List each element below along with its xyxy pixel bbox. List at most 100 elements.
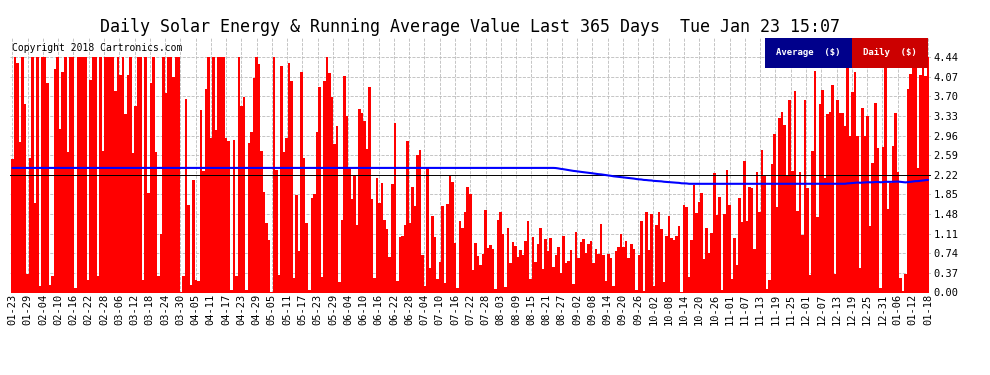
Bar bbox=[786, 176, 788, 292]
Bar bbox=[690, 240, 693, 292]
Bar bbox=[734, 238, 736, 292]
Bar bbox=[223, 57, 225, 292]
Bar bbox=[39, 286, 42, 292]
Bar bbox=[859, 268, 861, 292]
Bar bbox=[736, 265, 739, 292]
Bar bbox=[120, 75, 122, 292]
Bar bbox=[635, 290, 638, 292]
Bar bbox=[456, 288, 459, 292]
Bar bbox=[625, 241, 628, 292]
Bar bbox=[723, 214, 726, 292]
Bar bbox=[278, 276, 280, 292]
Bar bbox=[641, 221, 643, 292]
Bar bbox=[572, 285, 574, 292]
Bar bbox=[293, 278, 295, 292]
Bar bbox=[577, 258, 580, 292]
Bar bbox=[406, 141, 409, 292]
Bar bbox=[582, 239, 585, 292]
Bar bbox=[432, 216, 434, 292]
Bar bbox=[386, 229, 388, 292]
Bar bbox=[517, 257, 520, 292]
Bar bbox=[230, 290, 233, 292]
Bar bbox=[64, 57, 66, 292]
Bar bbox=[559, 273, 562, 292]
Bar bbox=[848, 136, 851, 292]
Bar bbox=[248, 142, 250, 292]
Bar bbox=[874, 103, 876, 292]
Bar bbox=[567, 261, 569, 292]
Bar bbox=[132, 153, 135, 292]
Bar bbox=[881, 147, 884, 292]
Bar bbox=[125, 114, 127, 292]
Bar bbox=[763, 176, 766, 292]
Bar bbox=[308, 290, 311, 292]
Bar bbox=[839, 113, 842, 292]
Bar bbox=[673, 240, 675, 292]
Bar bbox=[243, 97, 246, 292]
Bar bbox=[471, 270, 474, 292]
Bar bbox=[620, 234, 623, 292]
Bar bbox=[628, 258, 630, 292]
Bar bbox=[313, 195, 316, 292]
Bar bbox=[409, 223, 411, 292]
Bar bbox=[492, 249, 494, 292]
Bar bbox=[185, 99, 187, 292]
Bar bbox=[285, 138, 288, 292]
Bar bbox=[907, 89, 909, 292]
Bar bbox=[187, 206, 190, 292]
Bar bbox=[71, 57, 74, 292]
Bar bbox=[527, 221, 530, 292]
Bar bbox=[827, 114, 829, 292]
Bar bbox=[169, 57, 172, 292]
Bar bbox=[42, 57, 44, 292]
Bar bbox=[446, 204, 448, 292]
Bar bbox=[819, 104, 821, 292]
Bar bbox=[328, 73, 331, 292]
Bar bbox=[145, 57, 147, 292]
Bar bbox=[645, 212, 647, 292]
Bar bbox=[339, 282, 341, 292]
Bar bbox=[346, 116, 348, 292]
Bar bbox=[832, 85, 834, 292]
Bar bbox=[487, 248, 489, 292]
Bar bbox=[909, 74, 912, 292]
Bar bbox=[683, 205, 685, 292]
Bar bbox=[667, 216, 670, 292]
Bar bbox=[112, 57, 114, 292]
Bar bbox=[14, 57, 16, 292]
Bar bbox=[557, 247, 559, 292]
Bar bbox=[537, 244, 540, 292]
Bar bbox=[228, 141, 230, 292]
Bar bbox=[708, 254, 711, 292]
Bar bbox=[824, 177, 827, 292]
Bar bbox=[739, 198, 741, 292]
Bar bbox=[876, 148, 879, 292]
Bar bbox=[630, 244, 633, 292]
Bar bbox=[610, 258, 613, 292]
Bar bbox=[323, 81, 326, 292]
Bar bbox=[257, 64, 260, 292]
Bar bbox=[167, 57, 169, 292]
Bar bbox=[298, 251, 300, 292]
Bar bbox=[665, 236, 667, 292]
Bar bbox=[866, 116, 869, 292]
Bar bbox=[861, 108, 864, 292]
Bar bbox=[197, 281, 200, 292]
Bar bbox=[851, 92, 853, 292]
Bar bbox=[657, 212, 660, 292]
Bar bbox=[174, 57, 177, 292]
Bar bbox=[92, 57, 94, 292]
Bar bbox=[416, 155, 419, 292]
Bar bbox=[755, 172, 758, 292]
Bar bbox=[427, 167, 429, 292]
Bar bbox=[535, 262, 537, 292]
Bar bbox=[662, 282, 665, 292]
Bar bbox=[401, 236, 404, 292]
Bar bbox=[51, 276, 53, 292]
Bar bbox=[507, 228, 509, 292]
Bar bbox=[74, 288, 76, 292]
Bar bbox=[130, 57, 132, 292]
Bar bbox=[107, 57, 109, 292]
Bar bbox=[371, 199, 373, 292]
Bar bbox=[618, 247, 620, 292]
